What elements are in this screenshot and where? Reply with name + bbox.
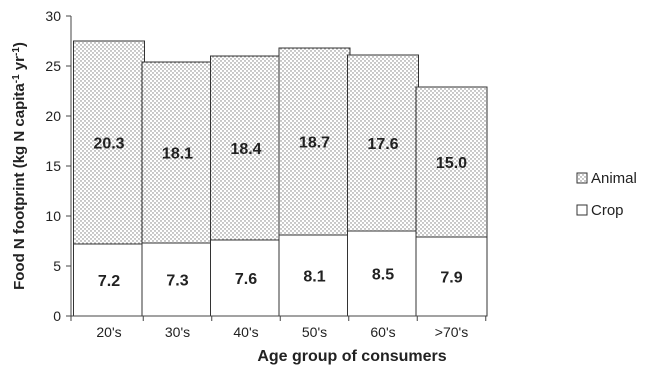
bar-crop-0 bbox=[73, 243, 145, 317]
legend: Animal Crop bbox=[576, 170, 637, 219]
legend-swatch-animal bbox=[576, 172, 588, 184]
data-label-crop-0: 7.2 bbox=[98, 273, 120, 290]
y-tick-label-0: 0 bbox=[53, 308, 61, 324]
data-label-crop-5: 7.9 bbox=[440, 270, 462, 287]
bar-animal-5 bbox=[415, 86, 488, 238]
data-label-animal-2: 18.4 bbox=[230, 141, 261, 158]
bar-animal-1 bbox=[141, 61, 214, 244]
y-tick-label-6: 30 bbox=[45, 8, 61, 24]
x-tick-label-2: 40's bbox=[233, 324, 258, 340]
y-tick-label-1: 5 bbox=[53, 258, 61, 274]
y-tick-label-4: 20 bbox=[45, 108, 61, 124]
axes-group: 20's 30's 40's 50's 60's >70's 0 5 10 15 20 25 30 bbox=[45, 8, 487, 340]
bars-group: 7.2 20.3 7.3 18.1 7.6 18.4 8.1 18.7 8.5 17.6 7.9 15… bbox=[73, 40, 488, 317]
x-tick-label-0: 20's bbox=[96, 324, 121, 340]
x-tick-label-4: 60's bbox=[370, 324, 395, 340]
y-tick-label-5: 25 bbox=[45, 58, 61, 74]
y-axis-label: Food N footprint (kg N capita-1 yr-1) bbox=[11, 42, 29, 290]
bar-animal-0 bbox=[73, 40, 145, 245]
data-label-animal-5: 15.0 bbox=[436, 155, 467, 172]
bar-animal-3 bbox=[278, 47, 351, 236]
data-label-crop-3: 8.1 bbox=[303, 269, 325, 286]
x-tick-label-3: 50's bbox=[302, 324, 327, 340]
bar-crop-2 bbox=[210, 239, 282, 317]
legend-label-animal: Animal bbox=[591, 170, 637, 187]
data-label-crop-4: 8.5 bbox=[372, 267, 394, 284]
data-label-animal-4: 17.6 bbox=[367, 136, 398, 153]
y-tick-label-2: 10 bbox=[45, 208, 61, 224]
bar-animal-4 bbox=[347, 54, 419, 232]
bar-crop-5 bbox=[415, 236, 488, 317]
y-tick-label-3: 15 bbox=[45, 158, 61, 174]
data-label-crop-2: 7.6 bbox=[235, 271, 257, 288]
data-label-animal-0: 20.3 bbox=[93, 136, 124, 153]
data-label-animal-3: 18.7 bbox=[299, 135, 330, 152]
bar-animal-2 bbox=[210, 55, 282, 241]
x-axis-label: Age group of consumers bbox=[257, 348, 446, 365]
data-label-crop-1: 7.3 bbox=[166, 273, 188, 290]
legend-swatch-crop bbox=[576, 204, 588, 216]
x-tick-label-1: 30's bbox=[165, 324, 190, 340]
x-tick-label-5: >70's bbox=[435, 324, 468, 340]
data-label-animal-1: 18.1 bbox=[162, 146, 193, 163]
legend-label-crop: Crop bbox=[591, 202, 624, 219]
